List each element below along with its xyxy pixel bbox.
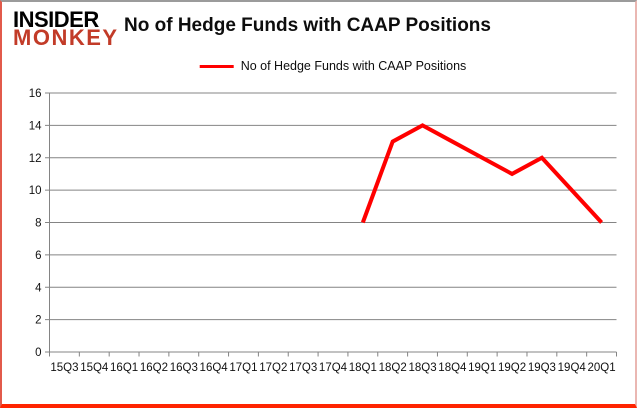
x-tick-label: 18Q4 [438, 362, 467, 374]
x-tick-label: 17Q4 [319, 362, 348, 374]
legend-label: No of Hedge Funds with CAAP Positions [240, 59, 467, 73]
y-tick-label: 16 [29, 88, 42, 100]
x-tick-label: 17Q2 [259, 362, 287, 374]
chart-title: No of Hedge Funds with CAAP Positions [124, 15, 491, 36]
x-tick-label: 15Q4 [80, 362, 109, 374]
legend-line-swatch [199, 64, 234, 68]
y-tick-label: 2 [35, 315, 41, 327]
x-tick-label: 18Q2 [379, 362, 407, 374]
y-tick-label: 0 [35, 347, 41, 359]
x-tick-label: 18Q1 [349, 362, 377, 374]
legend: No of Hedge Funds with CAAP Positions [199, 59, 467, 73]
x-tick-label: 16Q2 [140, 362, 168, 374]
x-tick-label: 17Q1 [229, 362, 257, 374]
x-tick-label: 19Q3 [528, 362, 556, 374]
x-tick-label: 20Q1 [588, 362, 616, 374]
y-tick-label: 6 [35, 250, 41, 262]
x-tick-label: 16Q3 [170, 362, 198, 374]
x-tick-label: 19Q1 [468, 362, 496, 374]
y-tick-label: 4 [35, 282, 42, 294]
x-tick-label: 16Q4 [200, 362, 229, 374]
x-tick-label: 15Q3 [50, 362, 78, 374]
x-tick-label: 19Q4 [558, 362, 587, 374]
y-tick-label: 8 [35, 218, 41, 230]
x-tick-label: 17Q3 [289, 362, 317, 374]
y-tick-label: 10 [29, 185, 42, 197]
y-tick-label: 14 [29, 120, 42, 132]
y-tick-label: 12 [29, 153, 42, 165]
insider-monkey-logo: INSIDER MONKEY [13, 7, 119, 51]
data-series-line [360, 123, 604, 224]
x-tick-label: 19Q2 [498, 362, 526, 374]
logo-line2: MONKEY [13, 25, 119, 51]
x-tick-label: 16Q1 [110, 362, 138, 374]
logo-line1: INSIDER [13, 7, 99, 32]
x-tick-label: 18Q3 [408, 362, 436, 374]
